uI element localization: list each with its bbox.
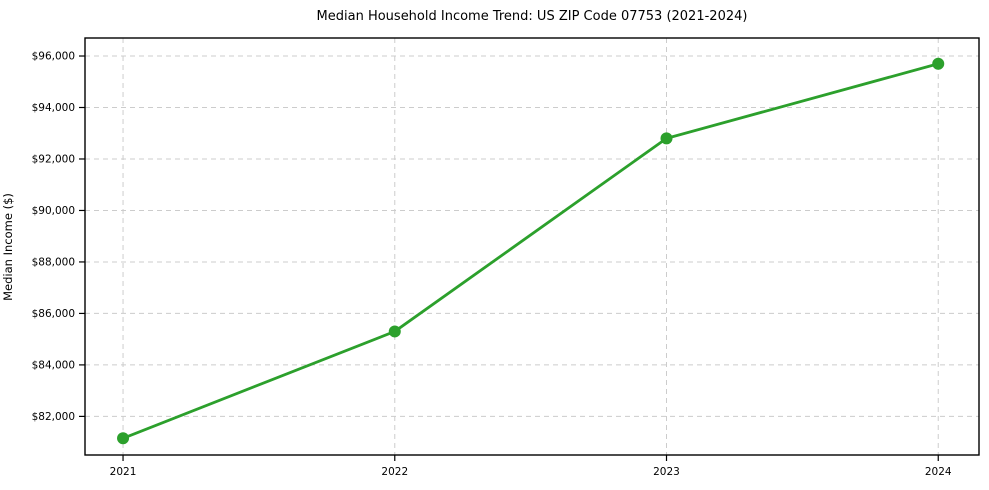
y-tick-label: $82,000 [32,411,75,423]
data-point-2022 [388,325,401,338]
y-tick-label: $90,000 [32,205,75,217]
data-point-2023 [660,132,673,145]
data-point-2021 [117,432,130,445]
y-tick-label: $92,000 [32,153,75,165]
data-point-2024 [932,57,945,70]
x-tick-label: 2024 [925,466,952,478]
y-tick-label: $94,000 [32,102,75,114]
plot-border [84,37,980,456]
y-tick-label: $86,000 [32,308,75,320]
x-tick-label: 2021 [110,466,137,478]
y-tick-label: $84,000 [32,359,75,371]
y-tick-label: $96,000 [32,51,75,63]
trend-line [121,62,940,440]
chart-title: Median Household Income Trend: US ZIP Co… [316,9,748,24]
y-tick-label: $88,000 [32,256,75,268]
x-tick-label: 2022 [381,466,408,478]
x-tick-label: 2023 [653,466,680,478]
